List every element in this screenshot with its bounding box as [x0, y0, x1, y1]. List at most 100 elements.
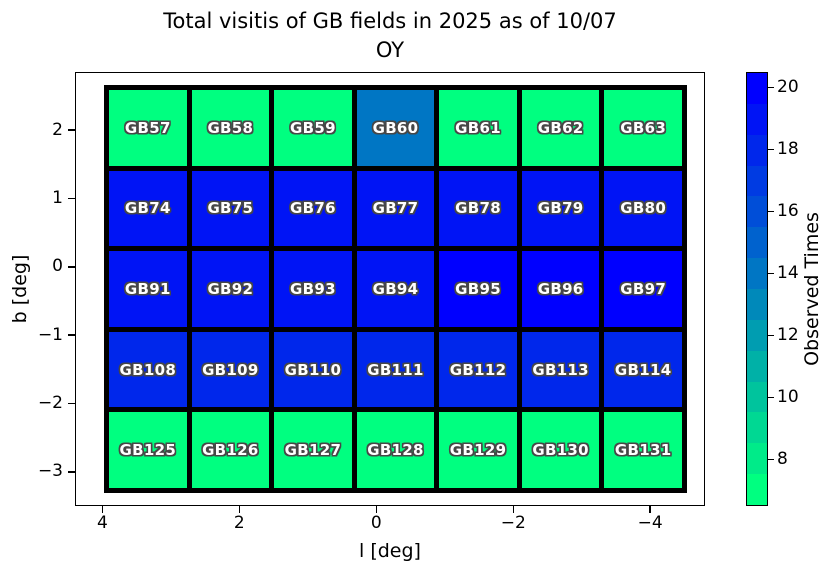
- grid-cell-label: GB75: [207, 199, 254, 218]
- colorbar-step: [747, 474, 767, 505]
- grid-cell-gb77: GB77: [356, 170, 435, 247]
- colorbar-step: [747, 165, 767, 197]
- grid-cell-label: GB74: [124, 199, 171, 218]
- grid-cell-gb80: GB80: [604, 170, 682, 247]
- grid-cell-gb60: GB60: [356, 90, 435, 166]
- grid-cell-label: GB80: [620, 199, 667, 218]
- grid-cell-gb95: GB95: [439, 251, 517, 327]
- colorbar-tick-label: 10: [777, 387, 799, 407]
- x-tick-mark: [649, 506, 651, 513]
- colorbar-step: [747, 72, 767, 104]
- grid-cell-label: GB61: [455, 118, 501, 137]
- x-tick-mark: [375, 506, 378, 513]
- grid-cell-gb128: GB128: [356, 412, 435, 488]
- grid-cell-label: GB109: [202, 360, 259, 379]
- colorbar-tick-label: 16: [777, 201, 799, 221]
- colorbar-step: [747, 381, 767, 413]
- grid-cell-gb94: GB94: [356, 251, 435, 327]
- y-tick-mark: [68, 334, 75, 336]
- colorbar-tick-mark: [768, 334, 774, 337]
- colorbar-step: [747, 288, 767, 320]
- grid-cell-gb110: GB110: [274, 331, 352, 408]
- y-tick-label: 1: [52, 187, 63, 208]
- colorbar-tick-mark: [768, 458, 774, 461]
- colorbar-step: [747, 412, 767, 444]
- y-tick-mark: [68, 129, 75, 131]
- grid-cell-gb97: GB97: [604, 251, 682, 327]
- grid-cell-label: GB59: [290, 118, 336, 137]
- grid-cell-gb126: GB126: [191, 412, 270, 488]
- grid-cell-gb125: GB125: [109, 412, 187, 488]
- grid-cell-label: GB58: [207, 118, 254, 137]
- grid-cell-gb111: GB111: [356, 331, 435, 408]
- grid-cell-label: GB62: [537, 118, 584, 137]
- colorbar-tick-mark: [768, 396, 774, 399]
- grid-cell-label: GB78: [455, 199, 501, 218]
- grid-cell-label: GB92: [207, 279, 254, 298]
- y-tick-label: 2: [52, 119, 63, 140]
- colorbar-label: Observed Times: [801, 212, 823, 366]
- grid-cell-gb108: GB108: [109, 331, 187, 408]
- grid-cell-gb57: GB57: [109, 90, 187, 166]
- grid-cell-label: GB129: [449, 441, 507, 460]
- grid-cell-gb130: GB130: [521, 412, 600, 488]
- grid-cell-label: GB111: [367, 360, 424, 379]
- grid-cell-gb91: GB91: [109, 251, 187, 327]
- y-tick-mark: [68, 471, 75, 473]
- grid-cell-label: GB57: [124, 118, 171, 137]
- colorbar-tick-label: 12: [777, 325, 799, 345]
- grid-cell-gb76: GB76: [274, 170, 352, 247]
- colorbar-step: [747, 196, 767, 228]
- grid-cell-gb131: GB131: [604, 412, 682, 488]
- grid-cell-gb61: GB61: [439, 90, 517, 166]
- chart-title: Total visitis of GB fields in 2025 as of…: [75, 7, 705, 65]
- x-tick-label: 4: [96, 513, 108, 533]
- grid-cell-gb114: GB114: [604, 331, 682, 408]
- grid-cell-gb112: GB112: [439, 331, 517, 408]
- grid-cell-label: GB113: [532, 360, 589, 379]
- grid-cell-gb75: GB75: [191, 170, 270, 247]
- y-tick-mark: [68, 197, 75, 200]
- y-tick-label: −1: [37, 324, 63, 345]
- colorbar-tick-mark: [768, 272, 774, 275]
- y-tick-mark: [68, 266, 75, 268]
- colorbar-step: [747, 134, 767, 166]
- grid-cell-gb79: GB79: [521, 170, 600, 247]
- grid-cell-gb74: GB74: [109, 170, 187, 247]
- grid-cell-gb96: GB96: [521, 251, 600, 327]
- grid-cell-label: GB130: [532, 441, 589, 460]
- colorbar-step: [747, 103, 767, 135]
- y-tick-label: −2: [37, 392, 63, 413]
- chart-title-line2: OY: [375, 38, 405, 62]
- x-tick-label: −4: [637, 513, 663, 533]
- heatmap-grid: GB57 GB58 GB59 GB60 GB61 GB62 GB63 GB74 GB75 GB76…: [104, 85, 687, 493]
- colorbar-step: [747, 227, 767, 259]
- grid-cell-label: GB131: [614, 441, 672, 460]
- grid-cell-label: GB63: [620, 118, 667, 137]
- colorbar-tick-mark: [768, 148, 774, 151]
- x-tick-label: 0: [370, 513, 382, 533]
- grid-cell-gb59: GB59: [274, 90, 352, 166]
- grid-cell-label: GB97: [620, 279, 667, 298]
- colorbar-step: [747, 350, 767, 382]
- colorbar-tick-mark: [768, 86, 774, 89]
- grid-cell-label: GB125: [119, 441, 177, 460]
- grid-cell-label: GB60: [372, 118, 419, 137]
- grid-cell-label: GB96: [537, 279, 584, 298]
- x-tick-mark: [238, 506, 241, 513]
- colorbar-step: [747, 319, 767, 351]
- grid-cell-label: GB79: [537, 199, 584, 218]
- grid-cell-label: GB108: [119, 360, 177, 379]
- grid-cell-gb58: GB58: [191, 90, 270, 166]
- grid-cell-gb92: GB92: [191, 251, 270, 327]
- y-tick-label: −3: [37, 461, 63, 482]
- y-tick-label: 0: [52, 256, 63, 277]
- grid-cell-label: GB95: [455, 279, 501, 298]
- y-tick-mark: [68, 402, 75, 405]
- colorbar: [746, 72, 768, 506]
- chart-title-line1: Total visitis of GB fields in 2025 as of…: [163, 9, 617, 33]
- x-tick-label: −2: [500, 513, 526, 533]
- grid-cell-gb78: GB78: [439, 170, 517, 247]
- grid-cell-gb109: GB109: [191, 331, 270, 408]
